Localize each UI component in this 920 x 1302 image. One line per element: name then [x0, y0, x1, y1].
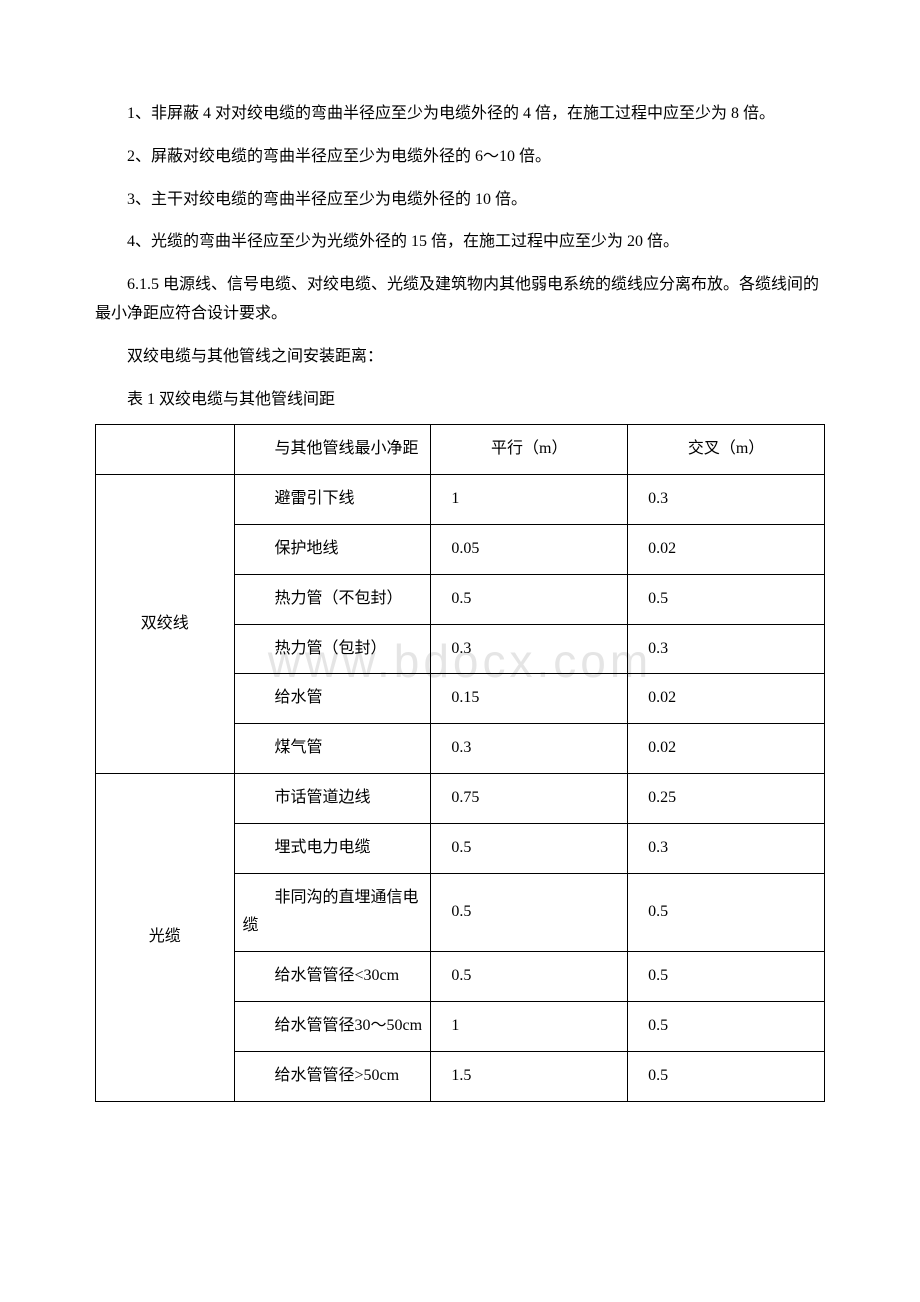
paragraph-4: 4、光缆的弯曲半径应至少为光缆外径的 15 倍，在施工过程中应至少为 20 倍。 — [95, 228, 825, 257]
cross-value-cell: 0.3 — [628, 475, 825, 525]
cross-value-cell: 0.5 — [628, 574, 825, 624]
pipe-name-cell: 给水管管径30～50cm — [234, 1001, 431, 1051]
parallel-value-cell: 0.05 — [431, 524, 628, 574]
cross-value-cell: 0.02 — [628, 724, 825, 774]
parallel-value-cell: 0.15 — [431, 674, 628, 724]
cross-value-cell: 0.5 — [628, 873, 825, 952]
cross-value-cell: 0.25 — [628, 773, 825, 823]
parallel-value-cell: 0.5 — [431, 823, 628, 873]
parallel-value-cell: 0.5 — [431, 873, 628, 952]
parallel-value-cell: 1.5 — [431, 1051, 628, 1101]
parallel-value-cell: 0.5 — [431, 952, 628, 1002]
table-row: 光缆市话管道边线0.750.25 — [96, 773, 825, 823]
group-label-cell: 光缆 — [96, 773, 235, 1101]
pipe-name-cell: 煤气管 — [234, 724, 431, 774]
parallel-value-cell: 0.75 — [431, 773, 628, 823]
header-cell-empty — [96, 425, 235, 475]
pipe-name-cell: 给水管管径>50cm — [234, 1051, 431, 1101]
pipe-name-cell: 市话管道边线 — [234, 773, 431, 823]
pipe-name-cell: 避雷引下线 — [234, 475, 431, 525]
cross-value-cell: 0.5 — [628, 1001, 825, 1051]
table-caption: 表 1 双绞电缆与其他管线间距 — [95, 386, 825, 415]
cross-value-cell: 0.5 — [628, 1051, 825, 1101]
pipe-name-cell: 给水管管径<30cm — [234, 952, 431, 1002]
cross-value-cell: 0.3 — [628, 624, 825, 674]
paragraph-5: 6.1.5 电源线、信号电缆、对绞电缆、光缆及建筑物内其他弱电系统的缆线应分离布… — [95, 271, 825, 329]
pipe-name-cell: 非同沟的直埋通信电缆 — [234, 873, 431, 952]
parallel-value-cell: 1 — [431, 475, 628, 525]
table-row: 双绞线避雷引下线10.3 — [96, 475, 825, 525]
header-cell-cross: 交叉（m） — [628, 425, 825, 475]
cross-value-cell: 0.3 — [628, 823, 825, 873]
cross-value-cell: 0.5 — [628, 952, 825, 1002]
paragraph-6: 双绞电缆与其他管线之间安装距离： — [95, 343, 825, 372]
header-cell-parallel: 平行（m） — [431, 425, 628, 475]
cross-value-cell: 0.02 — [628, 674, 825, 724]
paragraph-3: 3、主干对绞电缆的弯曲半径应至少为电缆外径的 10 倍。 — [95, 186, 825, 215]
parallel-value-cell: 0.5 — [431, 574, 628, 624]
group-label-cell: 双绞线 — [96, 475, 235, 774]
pipe-name-cell: 保护地线 — [234, 524, 431, 574]
pipe-name-cell: 埋式电力电缆 — [234, 823, 431, 873]
table-header-row: 与其他管线最小净距平行（m）交叉（m） — [96, 425, 825, 475]
distance-table: 与其他管线最小净距平行（m）交叉（m）双绞线避雷引下线10.3保护地线0.050… — [95, 424, 825, 1101]
parallel-value-cell: 1 — [431, 1001, 628, 1051]
cross-value-cell: 0.02 — [628, 524, 825, 574]
parallel-value-cell: 0.3 — [431, 724, 628, 774]
paragraph-2: 2、屏蔽对绞电缆的弯曲半径应至少为电缆外径的 6～10 倍。 — [95, 143, 825, 172]
header-cell-mindist: 与其他管线最小净距 — [234, 425, 431, 475]
parallel-value-cell: 0.3 — [431, 624, 628, 674]
pipe-name-cell: 热力管（包封） — [234, 624, 431, 674]
paragraph-1: 1、非屏蔽 4 对对绞电缆的弯曲半径应至少为电缆外径的 4 倍，在施工过程中应至… — [95, 100, 825, 129]
pipe-name-cell: 热力管（不包封） — [234, 574, 431, 624]
pipe-name-cell: 给水管 — [234, 674, 431, 724]
